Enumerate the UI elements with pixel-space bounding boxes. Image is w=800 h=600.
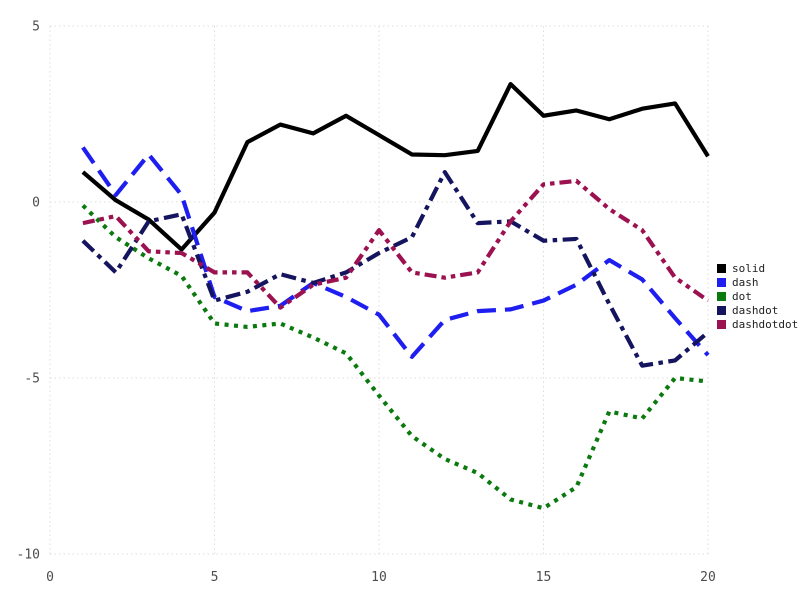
legend-label: dashdotdot [732,317,799,331]
x-tick-label: 15 [536,570,552,585]
x-tick-label: 10 [371,570,387,585]
legend-item: solid [717,261,798,275]
series-line-dashdot [81,169,710,368]
y-tick-label: -10 [17,548,40,563]
y-tick-label: 5 [32,20,40,35]
legend: solid dash dot dashdot dashdotdot [717,261,798,331]
legend-label: dashdot [732,303,779,317]
legend-swatch-icon [717,291,726,301]
legend-label: dash [732,275,759,289]
y-tick-label: 0 [32,196,40,211]
legend-item: dashdot [717,303,798,317]
y-tick-label: -5 [24,372,40,387]
legend-swatch-icon [717,263,726,273]
legend-swatch-icon [717,319,726,329]
x-tick-label: 5 [211,570,219,585]
legend-item: dot [717,289,798,303]
legend-item: dash [717,275,798,289]
series-line-dashdotdot [82,178,710,310]
legend-swatch-icon [717,305,726,315]
legend-label: solid [732,261,766,275]
x-tick-label: 20 [700,570,716,585]
legend-label: dot [732,289,752,303]
series-line-solid [81,81,710,252]
series-line-dot [81,204,709,511]
legend-item: dashdotdot [717,317,798,331]
legend-swatch-icon [717,277,726,287]
x-tick-label: 0 [46,570,54,585]
series-line-dash [81,146,710,359]
